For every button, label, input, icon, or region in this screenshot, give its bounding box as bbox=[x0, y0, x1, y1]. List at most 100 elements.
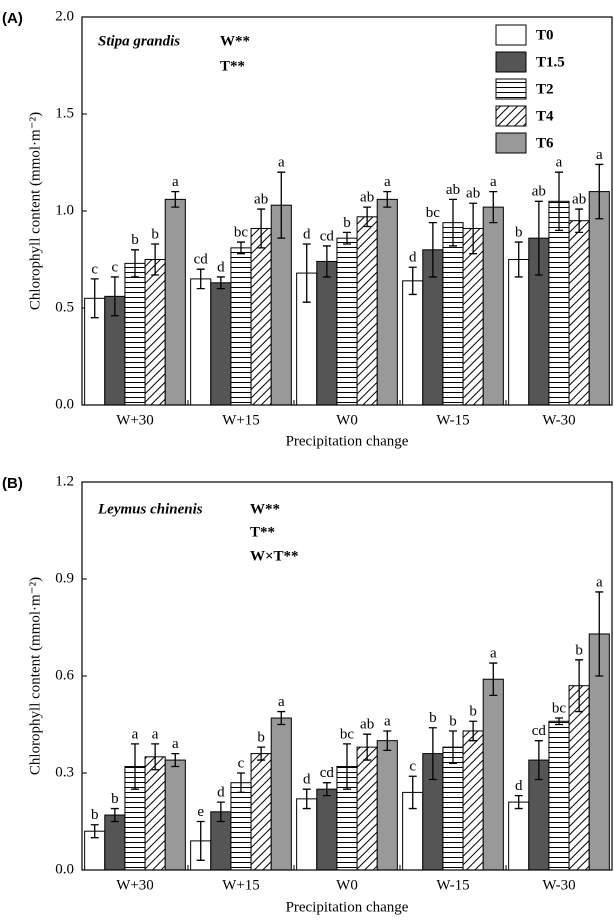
significance-letter: a bbox=[172, 736, 179, 752]
annotation: T** bbox=[250, 524, 275, 540]
error-bar bbox=[575, 659, 584, 713]
y-axis-label: Chlorophyll content (mmol·m⁻²) bbox=[27, 112, 43, 310]
error-bar bbox=[302, 788, 311, 810]
bar bbox=[548, 200, 570, 406]
significance-letter: a bbox=[596, 574, 603, 590]
error-bar bbox=[489, 190, 498, 224]
bar bbox=[568, 685, 590, 871]
significance-letter: d bbox=[303, 226, 311, 242]
significance-letter: b bbox=[91, 807, 99, 823]
significance-letter: b bbox=[131, 232, 139, 248]
bar bbox=[508, 259, 530, 406]
error-bar bbox=[595, 163, 604, 220]
x-tick-label: W-15 bbox=[436, 412, 469, 428]
error-bar bbox=[171, 190, 180, 208]
bar bbox=[442, 222, 464, 406]
error-bar bbox=[449, 730, 457, 764]
significance-letter: b bbox=[449, 713, 457, 729]
bar bbox=[144, 259, 166, 406]
significance-letter: a bbox=[490, 646, 497, 662]
error-bar bbox=[216, 801, 225, 823]
significance-letter: b bbox=[575, 642, 583, 658]
error-bar bbox=[196, 268, 205, 290]
bar bbox=[336, 237, 358, 406]
bar bbox=[316, 788, 338, 871]
bar bbox=[230, 782, 252, 871]
significance-letter: b bbox=[515, 224, 523, 240]
x-tick-label: W+15 bbox=[222, 877, 260, 893]
error-bar bbox=[90, 824, 99, 839]
error-bar bbox=[555, 717, 563, 726]
significance-letter: a bbox=[278, 694, 285, 710]
significance-letter: d bbox=[303, 772, 311, 788]
significance-letter: bc bbox=[340, 726, 355, 742]
error-bar bbox=[595, 591, 604, 677]
significance-letter: ab bbox=[360, 717, 374, 733]
bar bbox=[144, 756, 166, 871]
bar bbox=[270, 717, 292, 871]
error-bar bbox=[110, 276, 119, 317]
error-bar bbox=[555, 171, 563, 232]
significance-letter: bc bbox=[426, 205, 441, 221]
bar bbox=[376, 740, 398, 871]
significance-letter: cd bbox=[320, 228, 335, 244]
x-tick-label: W-30 bbox=[542, 412, 575, 428]
bar bbox=[190, 278, 212, 406]
error-bar bbox=[383, 190, 392, 208]
y-tick-label: 0.0 bbox=[55, 861, 74, 877]
significance-letter: d bbox=[217, 785, 225, 801]
bar bbox=[250, 753, 272, 871]
error-bar bbox=[534, 200, 543, 276]
bar bbox=[164, 198, 186, 406]
legend-label: T4 bbox=[536, 108, 554, 124]
error-bar bbox=[449, 198, 457, 247]
error-bar bbox=[110, 807, 119, 823]
panel-label: (B) bbox=[2, 475, 23, 492]
significance-letter: c bbox=[91, 261, 98, 277]
significance-letter: ab bbox=[532, 184, 546, 200]
x-axis-label: Precipitation change bbox=[286, 433, 409, 449]
error-bar bbox=[277, 171, 286, 239]
error-bar bbox=[469, 720, 478, 742]
error-bar bbox=[151, 243, 160, 276]
x-tick-label: W0 bbox=[336, 412, 358, 428]
error-bar bbox=[131, 249, 139, 278]
plot-frame bbox=[81, 16, 613, 406]
significance-letter: b bbox=[151, 226, 159, 242]
x-tick-label: W0 bbox=[336, 877, 358, 893]
bar bbox=[462, 227, 484, 406]
y-tick-label: 0.0 bbox=[55, 396, 74, 412]
error-bar bbox=[363, 206, 372, 228]
bar bbox=[442, 746, 464, 871]
error-bar bbox=[216, 276, 225, 290]
significance-letter: a bbox=[384, 713, 391, 729]
significance-letter: b bbox=[469, 704, 477, 720]
bar bbox=[250, 227, 272, 406]
error-bar bbox=[237, 241, 245, 255]
bar bbox=[210, 282, 232, 406]
y-axis-label: Chlorophyll content (mmol·m⁻²) bbox=[27, 577, 43, 775]
x-axis-label: Precipitation change bbox=[286, 899, 409, 915]
species-title: Stipa grandis bbox=[98, 33, 180, 49]
bar bbox=[356, 216, 378, 406]
error-bar bbox=[90, 278, 99, 319]
error-bar bbox=[302, 243, 311, 303]
error-bar bbox=[514, 241, 523, 278]
y-tick-label: 0.6 bbox=[55, 667, 74, 683]
bar bbox=[588, 191, 610, 406]
significance-letter: b bbox=[111, 791, 119, 807]
y-tick-label: 0.9 bbox=[55, 570, 74, 586]
significance-letter: ab bbox=[446, 182, 460, 198]
error-bar bbox=[363, 733, 372, 761]
error-bar bbox=[151, 743, 160, 771]
y-tick-label: 0.5 bbox=[55, 299, 74, 315]
significance-letter: ab bbox=[466, 186, 480, 202]
panel-label: (A) bbox=[2, 10, 23, 27]
significance-letter: ab bbox=[572, 191, 586, 207]
significance-letter: b bbox=[257, 730, 265, 746]
significance-letter: d bbox=[217, 259, 225, 275]
significance-letter: bc bbox=[552, 700, 567, 716]
error-bar bbox=[322, 782, 331, 797]
error-bar bbox=[534, 740, 543, 781]
